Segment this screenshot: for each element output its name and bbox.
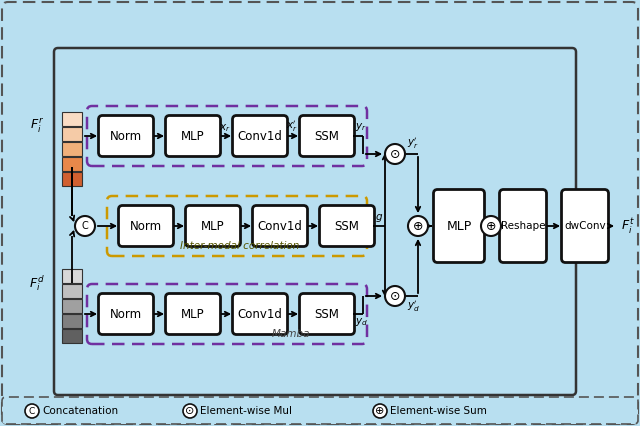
Text: MLP: MLP bbox=[181, 130, 205, 143]
Text: ⊙: ⊙ bbox=[186, 406, 195, 416]
Text: $y_d'$: $y_d'$ bbox=[407, 299, 420, 314]
FancyBboxPatch shape bbox=[54, 48, 576, 395]
Text: Conv1d: Conv1d bbox=[237, 308, 282, 320]
Bar bbox=[62, 269, 82, 283]
FancyBboxPatch shape bbox=[166, 115, 221, 156]
Text: ⊕: ⊕ bbox=[486, 219, 496, 233]
Text: C: C bbox=[82, 221, 88, 231]
Text: C: C bbox=[29, 406, 35, 415]
FancyBboxPatch shape bbox=[561, 190, 609, 262]
Circle shape bbox=[385, 144, 405, 164]
Text: Element-wise Mul: Element-wise Mul bbox=[200, 406, 292, 416]
FancyBboxPatch shape bbox=[232, 115, 287, 156]
Bar bbox=[62, 142, 82, 156]
Text: dwConv: dwConv bbox=[564, 221, 606, 231]
Text: MLP: MLP bbox=[446, 219, 472, 233]
Text: $y_r'$: $y_r'$ bbox=[407, 135, 419, 151]
Text: $x_r$: $x_r$ bbox=[219, 122, 231, 134]
FancyBboxPatch shape bbox=[2, 397, 638, 424]
FancyBboxPatch shape bbox=[300, 294, 355, 334]
Text: Inter-modal correlation: Inter-modal correlation bbox=[180, 241, 300, 251]
Text: SSM: SSM bbox=[315, 130, 339, 143]
Text: ⊕: ⊕ bbox=[413, 219, 423, 233]
FancyBboxPatch shape bbox=[433, 190, 484, 262]
Circle shape bbox=[385, 286, 405, 306]
Text: Conv1d: Conv1d bbox=[257, 219, 303, 233]
Bar bbox=[62, 112, 82, 126]
Bar bbox=[62, 157, 82, 171]
Text: ⊙: ⊙ bbox=[390, 147, 400, 161]
Text: $g$: $g$ bbox=[375, 212, 383, 224]
Text: ⊕: ⊕ bbox=[375, 406, 385, 416]
FancyBboxPatch shape bbox=[99, 115, 154, 156]
Bar bbox=[62, 284, 82, 298]
FancyBboxPatch shape bbox=[319, 205, 374, 247]
Text: SSM: SSM bbox=[335, 219, 360, 233]
FancyBboxPatch shape bbox=[186, 205, 241, 247]
Text: Norm: Norm bbox=[130, 219, 162, 233]
Bar bbox=[62, 314, 82, 328]
Bar bbox=[62, 172, 82, 186]
Text: $F_i^r$: $F_i^r$ bbox=[30, 117, 44, 135]
Circle shape bbox=[481, 216, 501, 236]
Text: SSM: SSM bbox=[315, 308, 339, 320]
Text: $F_i^d$: $F_i^d$ bbox=[29, 273, 45, 293]
Text: Norm: Norm bbox=[110, 130, 142, 143]
Text: $y_d$: $y_d$ bbox=[355, 316, 368, 328]
Text: Concatenation: Concatenation bbox=[42, 406, 118, 416]
Bar bbox=[62, 329, 82, 343]
Text: $x_r'$: $x_r'$ bbox=[286, 118, 298, 134]
Circle shape bbox=[25, 404, 39, 418]
Text: $y_r$: $y_r$ bbox=[355, 121, 367, 133]
FancyBboxPatch shape bbox=[232, 294, 287, 334]
Text: MLP: MLP bbox=[181, 308, 205, 320]
FancyBboxPatch shape bbox=[166, 294, 221, 334]
Text: Norm: Norm bbox=[110, 308, 142, 320]
Text: Element-wise Sum: Element-wise Sum bbox=[390, 406, 487, 416]
Text: MLP: MLP bbox=[201, 219, 225, 233]
FancyBboxPatch shape bbox=[118, 205, 173, 247]
FancyBboxPatch shape bbox=[300, 115, 355, 156]
FancyBboxPatch shape bbox=[499, 190, 547, 262]
Text: Conv1d: Conv1d bbox=[237, 130, 282, 143]
Circle shape bbox=[373, 404, 387, 418]
FancyBboxPatch shape bbox=[99, 294, 154, 334]
Text: Reshape: Reshape bbox=[500, 221, 545, 231]
Circle shape bbox=[75, 216, 95, 236]
Circle shape bbox=[183, 404, 197, 418]
FancyBboxPatch shape bbox=[253, 205, 307, 247]
Text: $F_i^t$: $F_i^t$ bbox=[621, 216, 635, 236]
Text: ⊙: ⊙ bbox=[390, 290, 400, 302]
Circle shape bbox=[408, 216, 428, 236]
Text: Mamba: Mamba bbox=[271, 329, 310, 339]
Bar bbox=[62, 127, 82, 141]
Bar bbox=[62, 299, 82, 313]
